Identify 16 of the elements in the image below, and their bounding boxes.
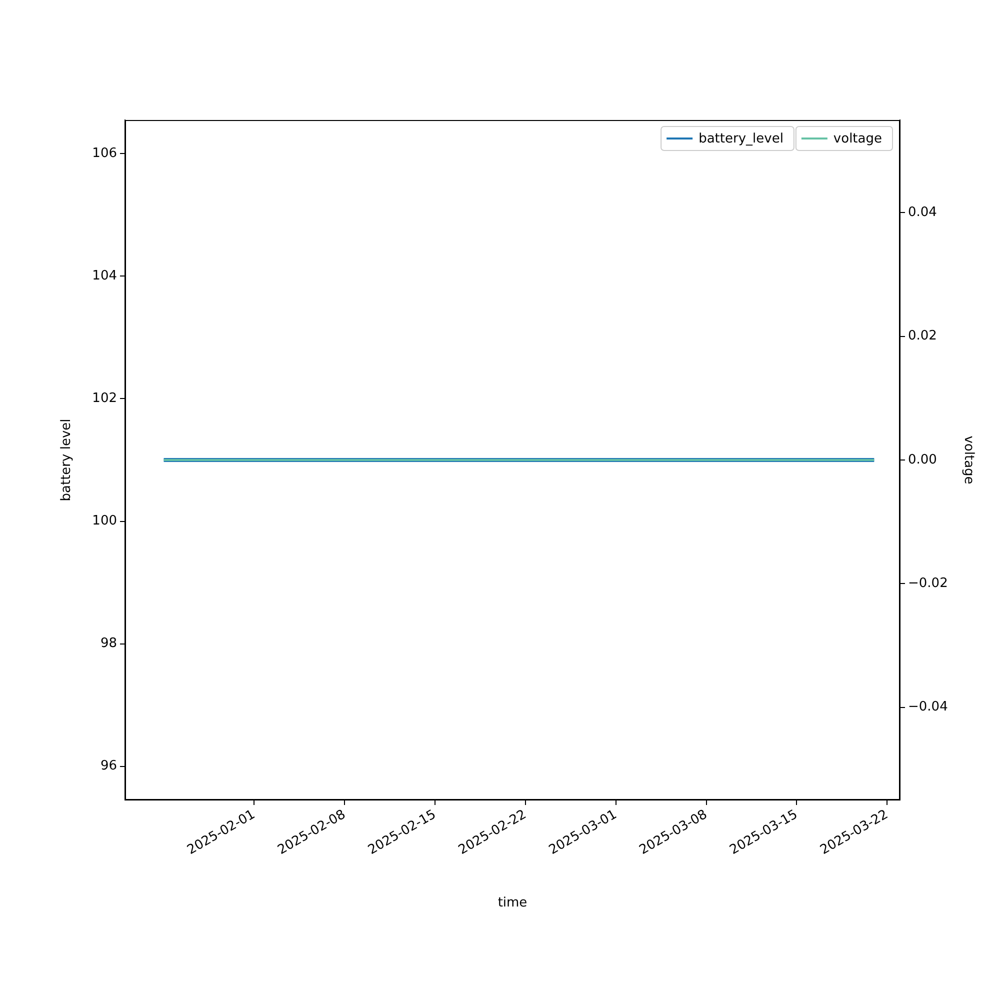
- y2-tick-label: 0.04: [908, 205, 937, 220]
- y2-tick-label: −0.02: [908, 576, 948, 592]
- legend-label: battery_level: [698, 131, 784, 146]
- y-tick-label: 104: [92, 268, 117, 284]
- y-tick-label: 96: [100, 758, 117, 774]
- y-tick-label: 106: [92, 146, 117, 162]
- y2-tick-label: −0.04: [908, 700, 948, 715]
- y-axis-title: battery level: [59, 418, 74, 502]
- x-axis-title: time: [498, 896, 528, 911]
- legend-label: voltage: [833, 131, 882, 146]
- y-tick-label: 98: [100, 636, 117, 652]
- y-tick-label: 102: [92, 391, 117, 406]
- y2-tick-label: 0.00: [908, 452, 937, 468]
- y-tick-label: 100: [92, 514, 117, 529]
- y2-tick-label: 0.02: [908, 328, 937, 344]
- y2-axis-title: voltage: [960, 436, 976, 484]
